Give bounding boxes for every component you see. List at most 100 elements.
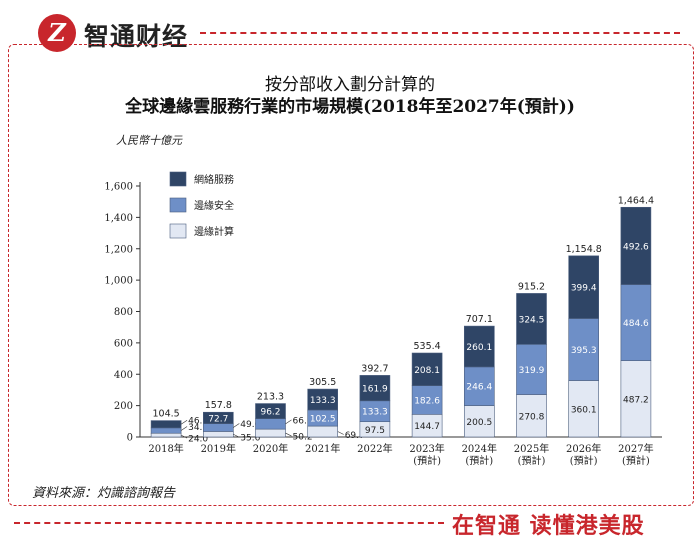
data-label: 161.9: [362, 385, 388, 395]
footer-slogan: 在智通 读懂港美股: [452, 514, 645, 539]
bar-segment: [203, 423, 234, 432]
y-axis-unit-label: 人民幣十億元: [116, 134, 182, 147]
bar-segment: [568, 380, 600, 438]
bar-segment: [568, 318, 600, 381]
y-tick-label: 1,200: [104, 244, 133, 255]
data-label: 246.4: [466, 383, 492, 393]
footer-divider: [14, 522, 444, 524]
y-tick-label: 1,400: [104, 213, 133, 224]
y-tick-label: 400: [114, 370, 133, 381]
y-tick-label: 600: [114, 338, 133, 349]
header-divider: [200, 32, 680, 34]
data-label: 399.4: [571, 284, 597, 294]
bar-segment: [463, 325, 495, 368]
y-tick-label: 1,600: [104, 182, 133, 193]
legend-label: 邊緣計算: [194, 225, 234, 238]
x-tick-label: 2023年: [409, 442, 444, 455]
bar-segment: [203, 431, 234, 438]
leader-line: [180, 419, 188, 425]
data-label: 133.3: [310, 396, 336, 406]
x-tick-label: 2022年: [357, 442, 392, 455]
legend-label: 網絡服務: [194, 173, 234, 186]
bar-segment: [463, 366, 495, 406]
bar-segment: [307, 388, 339, 411]
bar-segment: [620, 206, 652, 285]
bar-segment: [620, 360, 652, 438]
bar-segment: [255, 418, 286, 430]
x-tick-label: 2021年: [305, 442, 340, 455]
y-tick-label: 800: [114, 307, 133, 318]
x-tick-label: (預計): [622, 454, 650, 467]
chart-subtitle: 全球邊緣雲服務行業的市場規模(2018年至2027年(預計)): [125, 97, 575, 117]
legend-swatch: [169, 197, 187, 213]
data-label: 49.6: [240, 420, 260, 430]
total-label: 707.1: [466, 314, 493, 325]
bar-segment: [463, 405, 495, 438]
brand-name: 智通财经: [84, 22, 189, 51]
bar-segment: [255, 428, 286, 438]
bar-segment: [307, 425, 339, 438]
bar-segment: [203, 411, 234, 424]
bar-segment: [411, 385, 443, 415]
legend-label: 邊緣安全: [194, 199, 234, 212]
total-label: 104.5: [152, 409, 179, 420]
bar-segment: [516, 293, 547, 345]
bar-segment: [150, 420, 182, 429]
data-label: 182.6: [414, 396, 440, 406]
data-label: 97.5: [365, 426, 385, 436]
data-label: 270.8: [519, 412, 545, 422]
total-label: 157.8: [205, 400, 232, 411]
leader-line: [337, 431, 344, 435]
data-label: 200.5: [466, 418, 492, 428]
bar-segment: [516, 344, 547, 395]
data-label: 360.1: [571, 405, 597, 415]
x-tick-label: (預計): [518, 454, 546, 467]
chart-title: 按分部收入劃分計算的: [265, 75, 435, 95]
x-tick-label: (預計): [570, 454, 598, 467]
x-tick-label: (預計): [413, 454, 441, 467]
x-tick-label: 2027年: [618, 442, 653, 455]
data-label: 46.3: [188, 417, 208, 427]
bar-segment: [150, 427, 182, 434]
total-label: 392.7: [361, 363, 388, 374]
bar-segment: [255, 403, 286, 419]
data-label: 319.9: [519, 366, 545, 376]
total-label: 1,464.4: [618, 195, 654, 206]
leader-line: [180, 434, 188, 439]
bar-segment: [359, 375, 391, 402]
leader-line: [285, 432, 292, 437]
chart-frame: [8, 44, 694, 506]
data-label: 50.2: [293, 433, 313, 443]
y-tick-label: 200: [114, 401, 133, 412]
data-label: 208.1: [414, 366, 440, 376]
brand-logo-icon: Z: [38, 14, 76, 52]
bar-segment: [620, 284, 652, 361]
x-tick-label: 2026年: [566, 442, 601, 455]
legend-swatch: [169, 223, 187, 239]
source-note: 資料來源：灼識諮詢報告: [32, 486, 176, 501]
data-label: 102.5: [310, 415, 336, 425]
data-label: 69.7: [345, 431, 365, 441]
x-tick-label: 2018年: [148, 442, 183, 455]
leader-line: [180, 426, 188, 431]
total-label: 305.5: [309, 377, 336, 388]
x-tick-label: 2024年: [462, 442, 497, 455]
total-label: 1,154.8: [566, 244, 602, 255]
data-label: 133.3: [362, 408, 388, 418]
header: Z 智通财经: [0, 0, 700, 60]
x-tick-label: 2019年: [201, 442, 236, 455]
data-label: 96.2: [260, 408, 280, 418]
leader-line: [233, 433, 240, 438]
data-label: 260.1: [466, 343, 492, 353]
total-label: 213.3: [257, 392, 284, 403]
x-tick-label: 2025年: [514, 442, 549, 455]
leader-line: [285, 419, 292, 425]
x-tick-label: 2020年: [253, 442, 288, 455]
legend-swatch: [169, 171, 187, 187]
data-label: 395.3: [571, 346, 597, 356]
data-label: 24.0: [188, 435, 208, 445]
total-label: 535.4: [413, 341, 440, 352]
data-label: 72.7: [208, 414, 228, 424]
data-label: 492.6: [623, 242, 649, 252]
